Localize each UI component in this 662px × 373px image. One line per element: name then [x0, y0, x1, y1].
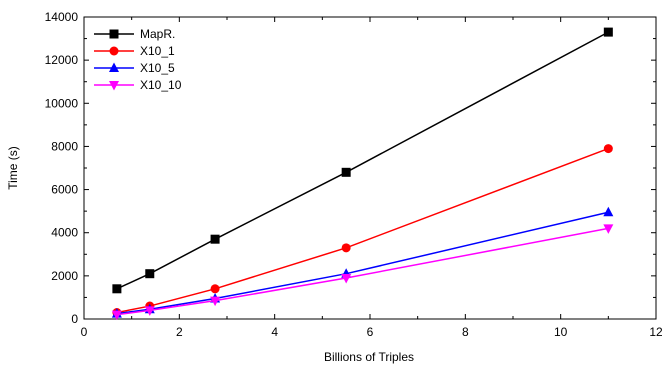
y-tick-label: 6000	[51, 183, 78, 197]
data-point-x10-10	[341, 274, 352, 284]
data-point-mapr	[603, 27, 613, 37]
data-point-x10-10	[144, 306, 155, 316]
y-tick-label: 2000	[51, 269, 78, 283]
data-point-x10-1	[210, 284, 220, 294]
y-tick-label: 14000	[45, 10, 79, 24]
legend-marker	[109, 81, 119, 91]
series-line-mapr	[116, 31, 609, 290]
y-tick-label: 8000	[51, 139, 78, 153]
series-x10-10	[111, 224, 614, 321]
data-point-x10-10	[111, 310, 122, 321]
legend-item-x10-1: X10_1	[94, 44, 175, 58]
y-tick-label: 10000	[45, 96, 79, 110]
legend-label: MapR.	[140, 27, 175, 41]
x-tick-label: 12	[649, 325, 662, 339]
x-tick-label: 2	[176, 325, 183, 339]
x-tick-label: 10	[554, 325, 568, 339]
series-line-x10-1	[116, 147, 609, 314]
data-point-x10-1	[603, 144, 613, 154]
y-tick-label: 12000	[45, 53, 79, 67]
data-point-mapr	[210, 234, 220, 244]
legend-marker	[109, 29, 119, 39]
y-axis-title: Time (s)	[6, 146, 20, 190]
series-line-x10-5	[116, 211, 609, 315]
series-x10-1	[112, 144, 613, 318]
legend-item-mapr: MapR.	[94, 27, 175, 41]
legend-item-x10-10: X10_10	[94, 78, 182, 92]
y-tick-label: 4000	[51, 226, 78, 240]
data-point-mapr	[112, 284, 122, 294]
x-axis-title: Billions of Triples	[324, 350, 414, 364]
legend-item-x10-5: X10_5	[94, 61, 175, 75]
data-point-x10-10	[210, 296, 221, 307]
legend-label: X10_5	[140, 61, 175, 75]
x-tick-label: 6	[367, 325, 374, 339]
x-tick-label: 4	[271, 325, 278, 339]
data-point-x10-5	[603, 206, 614, 217]
legend-label: X10_10	[140, 78, 182, 92]
legend-marker	[109, 62, 119, 72]
x-tick-label: 8	[462, 325, 469, 339]
data-point-x10-1	[341, 243, 351, 253]
x-tick-label: 0	[81, 325, 88, 339]
data-point-mapr	[145, 269, 155, 279]
legend-marker	[109, 46, 119, 56]
series-mapr	[112, 27, 613, 294]
y-tick-label: 0	[71, 312, 78, 326]
series-x10-5	[111, 206, 614, 318]
data-point-mapr	[341, 167, 351, 177]
data-point-x10-10	[603, 224, 614, 234]
legend-label: X10_1	[140, 44, 175, 58]
